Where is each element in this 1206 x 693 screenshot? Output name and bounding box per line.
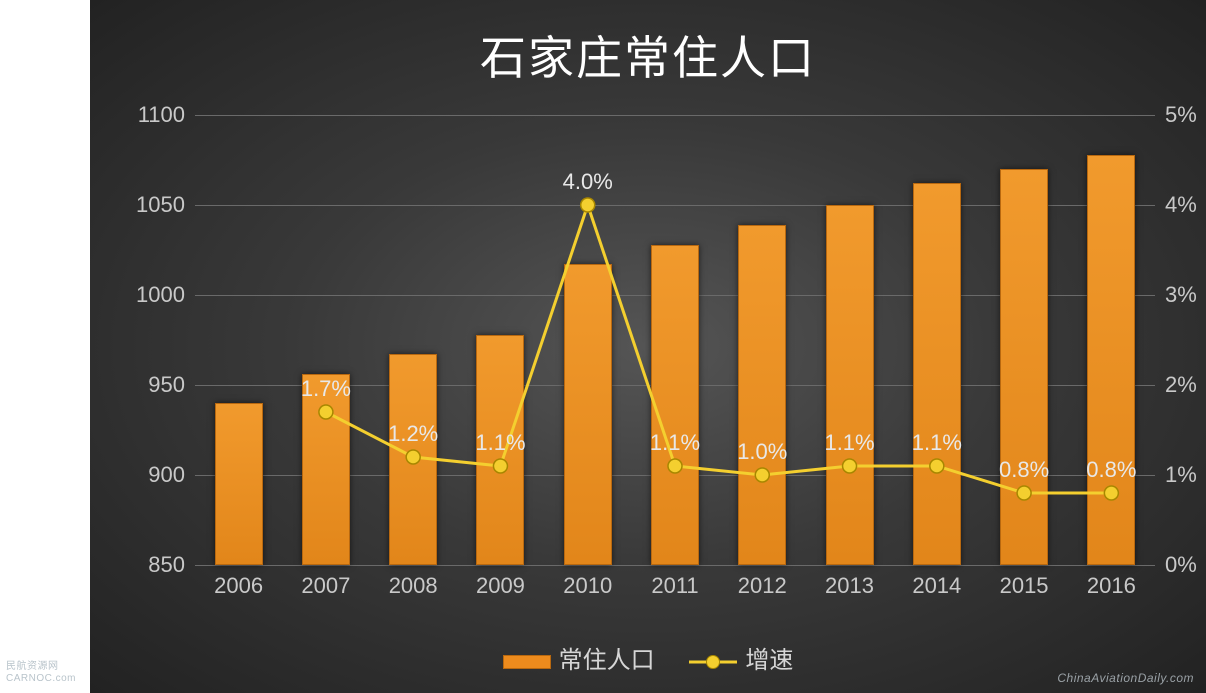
right-watermark: ChinaAviationDaily.com [1057,671,1194,685]
y-left-tick: 900 [148,462,185,488]
y-right-tick: 2% [1165,372,1197,398]
x-tick: 2008 [389,573,438,599]
legend-line-label: 增速 [745,647,793,674]
line-point-label: 1.0% [737,439,787,465]
x-tick: 2013 [825,573,874,599]
line-point-label: 0.8% [999,457,1049,483]
x-tick: 2006 [214,573,263,599]
legend: 常住人口 增速 [90,640,1206,675]
plot-region: 8500%9001%9502%10003%10504%11005%2006200… [195,115,1155,565]
left-watermark: 民航资源网 CARNOC.com [6,661,90,685]
left-strip: 民航资源网 CARNOC.com [0,0,90,693]
legend-bar-swatch [503,655,551,669]
y-left-tick: 950 [148,372,185,398]
x-tick: 2010 [563,573,612,599]
y-right-tick: 0% [1165,552,1197,578]
x-tick: 2007 [301,573,350,599]
y-right-tick: 1% [1165,462,1197,488]
line-series [195,115,1155,565]
y-right-tick: 5% [1165,102,1197,128]
grid-line [195,565,1155,566]
y-left-tick: 850 [148,552,185,578]
x-tick: 2014 [912,573,961,599]
line-point-label: 1.1% [912,430,962,456]
legend-line-swatch [689,655,737,669]
line-point-label: 0.8% [1086,457,1136,483]
y-left-tick: 1100 [138,102,185,128]
line-point-label: 4.0% [563,169,613,195]
line-point-label: 1.1% [650,430,700,456]
y-right-tick: 4% [1165,192,1197,218]
y-left-tick: 1050 [136,192,185,218]
legend-bar-label: 常住人口 [559,647,655,674]
x-tick: 2011 [651,573,698,599]
line-point-label: 1.1% [824,430,874,456]
x-tick: 2012 [738,573,787,599]
x-tick: 2016 [1087,573,1136,599]
line-point-label: 1.7% [301,376,351,402]
chart-title: 石家庄常住人口 [90,22,1206,88]
line-point-label: 1.2% [388,421,438,447]
x-tick: 2009 [476,573,525,599]
line-point-label: 1.1% [475,430,525,456]
x-tick: 2015 [1000,573,1049,599]
chart-area: 石家庄常住人口 8500%9001%9502%10003%10504%11005… [90,0,1206,693]
y-left-tick: 1000 [136,282,185,308]
y-right-tick: 3% [1165,282,1197,308]
